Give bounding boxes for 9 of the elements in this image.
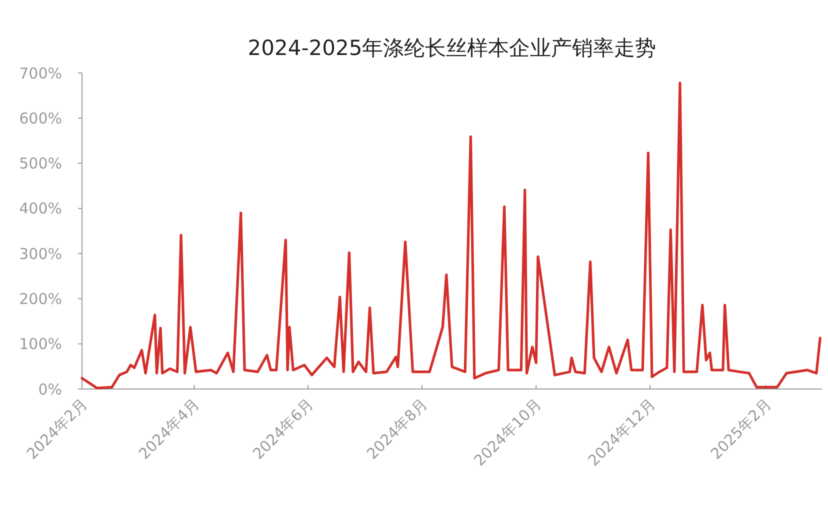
y-tick-label: 400% (19, 200, 62, 218)
y-tick-label: 0% (38, 380, 62, 398)
y-tick-label: 100% (19, 335, 62, 354)
y-tick-label: 500% (19, 154, 62, 173)
y-tick-label: 600% (19, 109, 62, 128)
y-tick-label: 200% (19, 290, 62, 308)
chart-title: 2024-2025年涤纶长丝样本企业产销率走势 (248, 36, 656, 60)
y-tick-label: 300% (19, 244, 62, 263)
y-tick-label: 700% (19, 64, 62, 82)
